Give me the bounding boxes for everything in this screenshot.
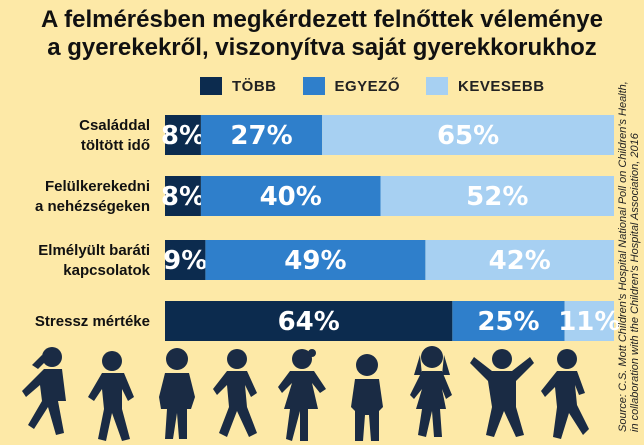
bar-segment — [425, 240, 614, 280]
category-label-line: Felülkerekedni — [45, 178, 150, 195]
child-silhouette-icon — [278, 349, 326, 441]
source-note: Source: C.S. Mott Children's Hospital Na… — [617, 81, 641, 432]
legend-label-tobb: TÖBB — [232, 77, 277, 95]
category-label: Felülkerekedni a nehézségeken — [35, 178, 150, 215]
children-silhouettes-illustration — [22, 346, 589, 441]
bar-segment — [200, 115, 323, 155]
data-label: 27% — [230, 121, 292, 151]
chart-title-line-1: A felmérésben megkérdezett felnőttek vél… — [41, 6, 603, 33]
data-label: 65% — [437, 121, 499, 151]
category-label-line: a nehézségeken — [35, 198, 150, 215]
legend-item-kevesebb: KEVESEBB — [426, 77, 545, 95]
legend-swatch-egyezo — [302, 77, 325, 95]
bar-segment — [322, 115, 614, 155]
category-label-line: töltött idő — [81, 137, 150, 154]
bar-segment — [165, 115, 201, 155]
chart-title: A felmérésben megkérdezett felnőttek vél… — [0, 6, 644, 62]
child-silhouette-icon — [470, 349, 534, 437]
category-label: Elmélyült baráti kapcsolatok — [38, 242, 150, 279]
child-silhouette-icon — [159, 348, 195, 439]
data-label: 11% — [558, 307, 620, 337]
child-silhouette-icon — [410, 346, 452, 437]
category-label: Stressz mértéke — [35, 313, 150, 330]
bar-segment — [452, 301, 565, 341]
child-silhouette-icon — [541, 349, 589, 439]
legend-item-tobb: TÖBB — [200, 77, 277, 95]
legend-swatch-kevesebb — [426, 77, 449, 95]
chart-title-line-2: a gyerekekről, viszonyítva saját gyerekk… — [47, 34, 597, 61]
child-silhouette-icon — [88, 351, 134, 441]
category-label-line: Stressz mértéke — [35, 313, 150, 330]
bar-segment — [380, 176, 614, 216]
category-label-line: Elmélyült baráti — [38, 242, 150, 259]
data-label: 52% — [466, 182, 528, 212]
legend: TÖBB EGYEZŐ KEVESEBB — [200, 76, 571, 96]
bar-segment — [200, 176, 381, 216]
legend-swatch-tobb — [200, 77, 222, 95]
child-silhouette-icon — [22, 347, 66, 435]
category-label-line: Családdal — [79, 117, 150, 134]
data-label: 8% — [161, 182, 205, 212]
stacked-bar-chart: Családdal töltött idő 8% 27% 65% Felülkereked… — [35, 115, 620, 341]
bar-segment — [165, 240, 206, 280]
legend-label-egyezo: EGYEZŐ — [334, 77, 401, 95]
data-label: 64% — [278, 307, 340, 337]
source-line-1: Source: C.S. Mott Children's Hospital Na… — [617, 81, 629, 432]
child-silhouette-icon — [351, 354, 383, 441]
bar-segment — [564, 301, 614, 341]
data-label: 40% — [260, 182, 322, 212]
source-line-2: in collaboration with the Children's Hos… — [629, 133, 641, 432]
data-label: 8% — [161, 121, 205, 151]
category-label: Családdal töltött idő — [79, 117, 150, 154]
bar-segment — [165, 301, 453, 341]
data-label: 42% — [489, 246, 551, 276]
data-label: 9% — [163, 246, 207, 276]
category-label-line: kapcsolatok — [63, 262, 150, 279]
bar-segment — [165, 176, 201, 216]
child-silhouette-icon — [213, 349, 257, 437]
data-label: 25% — [477, 307, 539, 337]
legend-label-kevesebb: KEVESEBB — [458, 77, 545, 95]
data-label: 49% — [284, 246, 346, 276]
bar-segment — [205, 240, 426, 280]
legend-item-egyezo: EGYEZŐ — [302, 77, 401, 95]
